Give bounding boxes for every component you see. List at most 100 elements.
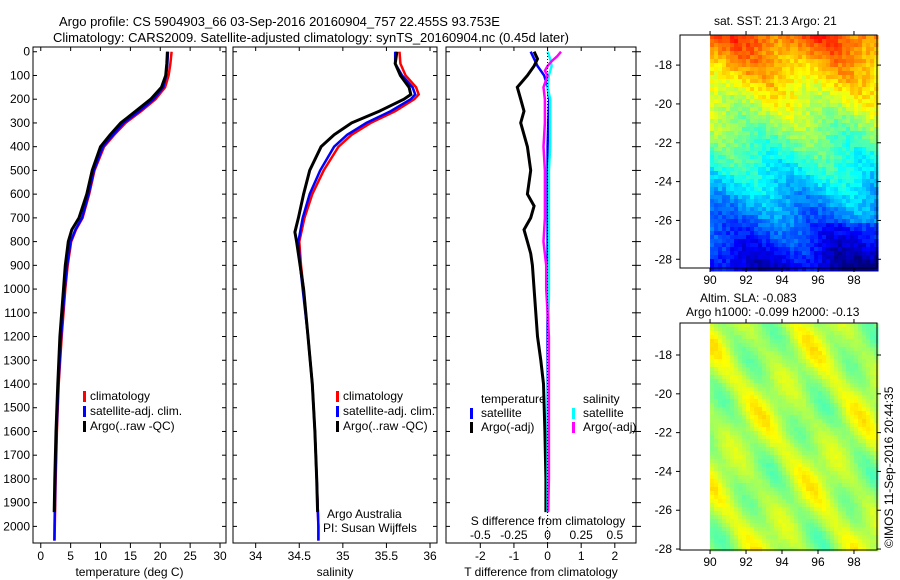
map-cell [846,103,851,108]
map-cell [794,343,799,348]
map-cell [742,195,747,200]
map-cell [858,223,863,228]
map-cell [814,527,819,532]
map-cell [770,375,775,380]
map-cell [714,427,719,432]
map-cell [782,75,787,80]
map-cell [850,207,855,212]
map-cell [786,111,791,116]
map-cell [734,247,739,252]
map-cell [710,223,715,228]
map-cell [846,263,851,268]
map-cell [854,427,859,432]
map-cell [774,147,779,152]
map-cell [746,251,751,256]
map-cell [862,411,867,416]
map-cell [726,471,731,476]
map-cell [730,51,735,56]
map-cell [874,243,879,248]
map-cell [738,499,743,504]
map-cell [778,411,783,416]
map-cell [842,431,847,436]
map-cell [850,439,855,444]
map-cell [738,519,743,524]
map-cell [826,479,831,484]
map-cell [854,87,859,92]
map-cell [818,515,823,520]
map-cell [850,331,855,336]
map-cell [778,519,783,524]
map-cell [838,391,843,396]
map-cell [818,87,823,92]
map-cell [766,223,771,228]
map-cell [818,139,823,144]
map-cell [782,347,787,352]
map-cell [814,159,819,164]
map-cell [794,223,799,228]
map-cell [762,383,767,388]
map-cell [790,55,795,60]
map-cell [758,335,763,340]
map-cell [734,227,739,232]
map-cell [790,227,795,232]
map-cell [782,435,787,440]
map-cell [762,439,767,444]
map-cell [762,79,767,84]
map-cell [850,259,855,264]
map-cell [798,415,803,420]
map-cell [866,363,871,368]
map-cell [718,459,723,464]
map-cell [826,135,831,140]
map-cell [862,107,867,112]
map-cell [814,451,819,456]
map-cell [826,463,831,468]
map-cell [826,39,831,44]
map-cell [714,483,719,488]
map-cell [770,499,775,504]
map-cell [734,183,739,188]
map-cell [754,131,759,136]
map-cell [778,379,783,384]
map-cell [770,87,775,92]
map-cell [874,163,879,168]
map-cell [802,515,807,520]
map-cell [802,471,807,476]
map-cell [858,259,863,264]
map-cell [866,443,871,448]
map-cell [854,415,859,420]
map-cell [870,411,875,416]
map-cell [794,131,799,136]
map-cell [830,359,835,364]
map-cell [846,527,851,532]
map-cell [794,187,799,192]
map-cell [810,451,815,456]
map-cell [730,443,735,448]
map-cell [722,207,727,212]
map-cell [766,199,771,204]
map-cell [782,195,787,200]
map-cell [790,119,795,124]
map-cell [814,323,819,328]
map-cell [806,163,811,168]
map-cell [818,35,823,40]
map-cell [814,183,819,188]
map-cell [826,123,831,128]
map-cell [798,347,803,352]
map-cell [874,207,879,212]
map-cell [730,395,735,400]
map-cell [790,123,795,128]
map-cell [822,379,827,384]
map-cell [730,259,735,264]
map-cell [750,515,755,520]
map-cell [802,475,807,480]
map-cell [866,467,871,472]
map-cell [842,95,847,100]
map-cell [850,351,855,356]
map-cell [870,111,875,116]
map-cell [814,491,819,496]
map-cell [834,63,839,68]
map-cell [822,83,827,88]
map-cell [790,359,795,364]
map-cell [858,35,863,40]
map-cell [770,71,775,76]
